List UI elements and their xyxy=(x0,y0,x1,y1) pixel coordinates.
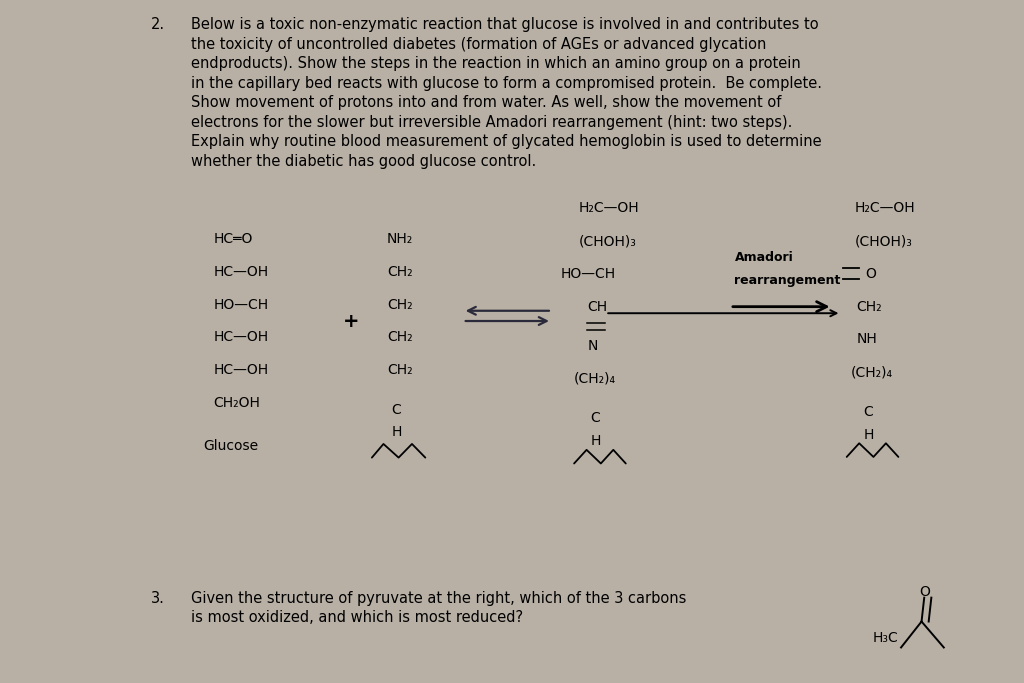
Text: CH₂: CH₂ xyxy=(856,300,882,313)
Text: CH₂: CH₂ xyxy=(387,363,413,377)
Text: C: C xyxy=(863,404,873,419)
Text: H₃C: H₃C xyxy=(872,632,898,645)
Text: rearrangement: rearrangement xyxy=(734,274,841,287)
Text: H: H xyxy=(590,434,600,448)
Text: CH₂: CH₂ xyxy=(387,298,413,311)
Text: HC—OH: HC—OH xyxy=(213,331,268,344)
Text: C: C xyxy=(391,402,401,417)
Text: H₂C—OH: H₂C—OH xyxy=(855,201,915,215)
Text: Amadori: Amadori xyxy=(734,251,794,264)
Text: Below is a toxic non-enzymatic reaction that glucose is involved in and contribu: Below is a toxic non-enzymatic reaction … xyxy=(191,17,822,169)
Text: (CHOH)₃: (CHOH)₃ xyxy=(855,234,912,248)
Text: HO—CH: HO—CH xyxy=(561,267,615,281)
Text: HO—CH: HO—CH xyxy=(213,298,268,311)
Text: (CHOH)₃: (CHOH)₃ xyxy=(579,234,637,248)
Text: Given the structure of pyruvate at the right, which of the 3 carbons
is most oxi: Given the structure of pyruvate at the r… xyxy=(191,591,686,626)
Text: CH: CH xyxy=(588,300,607,313)
Text: H: H xyxy=(391,426,401,439)
Text: Glucose: Glucose xyxy=(204,438,259,453)
Text: 3.: 3. xyxy=(151,591,165,606)
Text: H₂C—OH: H₂C—OH xyxy=(579,201,639,215)
Text: CH₂OH: CH₂OH xyxy=(213,396,260,410)
Text: 2.: 2. xyxy=(151,17,165,32)
Text: CH₂: CH₂ xyxy=(387,265,413,279)
Text: H: H xyxy=(863,428,874,441)
Text: +: + xyxy=(343,311,359,331)
Text: (CH₂)₄: (CH₂)₄ xyxy=(850,365,892,379)
Text: NH₂: NH₂ xyxy=(387,232,414,246)
Text: HC═O: HC═O xyxy=(213,232,253,246)
Text: N: N xyxy=(588,339,598,353)
Text: HC—OH: HC—OH xyxy=(213,265,268,279)
Text: C: C xyxy=(590,411,600,425)
Text: HC—OH: HC—OH xyxy=(213,363,268,377)
Text: NH: NH xyxy=(856,333,878,346)
Text: O: O xyxy=(865,267,877,281)
Text: O: O xyxy=(920,585,931,599)
Text: (CH₂)₄: (CH₂)₄ xyxy=(574,372,616,386)
Text: CH₂: CH₂ xyxy=(387,331,413,344)
